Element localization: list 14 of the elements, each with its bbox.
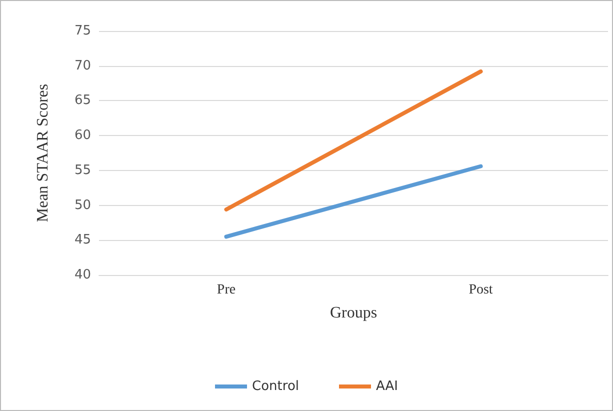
y-axis-title: Mean STAAR Scores <box>34 84 52 222</box>
x-axis-title: Groups <box>330 304 378 322</box>
y-tick-label: 40 <box>74 268 91 282</box>
y-tick-label: 60 <box>74 128 91 144</box>
y-tick-label: 65 <box>74 93 91 108</box>
y-tick-label: 45 <box>74 232 91 248</box>
y-tick-label: 70 <box>74 58 91 74</box>
legend-label: Control <box>252 379 300 394</box>
y-tick-label: 55 <box>74 162 91 178</box>
y-tick-label: 50 <box>74 198 91 213</box>
legend-label: AAI <box>376 379 398 394</box>
x-tick-label: Pre <box>216 282 236 298</box>
y-tick-label: 75 <box>74 24 91 38</box>
x-tick-label: Post <box>468 282 493 298</box>
